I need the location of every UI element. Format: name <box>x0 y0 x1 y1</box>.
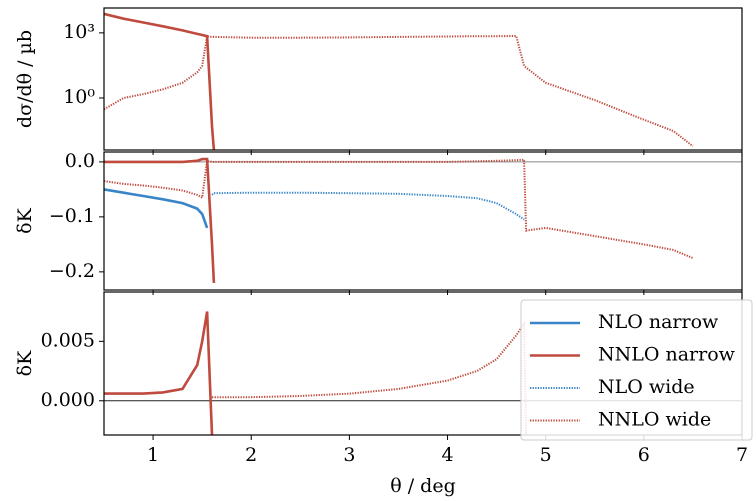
series-line <box>104 34 694 147</box>
y-tick-label: 0.0 <box>65 150 95 172</box>
x-axis-label: θ / deg <box>390 475 456 497</box>
legend-label: NLO wide <box>598 376 695 398</box>
x-tick-label: 1 <box>147 444 159 466</box>
y-tick-label: 0.005 <box>41 329 95 351</box>
y-tick-label: −0.2 <box>49 260 95 282</box>
x-tick-label: 6 <box>638 444 650 466</box>
series-line <box>104 12 216 150</box>
y-axis-label: δK <box>14 350 36 376</box>
legend-label: NLO narrow <box>598 311 719 333</box>
y-axis-label: δK <box>14 207 36 233</box>
y-tick-label: 0.000 <box>41 389 95 411</box>
x-tick-label: 2 <box>245 444 257 466</box>
x-tick-label: 3 <box>343 444 355 466</box>
series-line <box>104 188 209 229</box>
panel-frame <box>103 7 743 151</box>
series-line <box>104 157 216 283</box>
y-axis-label: dσ/dθ / µb <box>14 30 36 128</box>
x-tick-label: 4 <box>441 444 453 466</box>
y-tick-label: 10⁰ <box>63 86 95 108</box>
plot-area <box>104 157 694 283</box>
legend-label: NNLO narrow <box>598 344 736 366</box>
series-line <box>104 158 694 260</box>
series-line <box>104 311 214 435</box>
legend-label: NNLO wide <box>598 409 711 431</box>
x-tick-label: 7 <box>736 444 748 466</box>
legend-box <box>520 299 753 441</box>
legend: NLO narrow NNLO narrow NLO wide NNLO wide <box>520 299 753 441</box>
plot-area <box>104 12 694 150</box>
y-tick-label: 10³ <box>63 21 95 43</box>
y-tick-label: −0.1 <box>49 205 95 227</box>
series-line <box>212 320 528 435</box>
panel-frame <box>103 151 743 291</box>
series-line <box>211 191 525 221</box>
x-tick-label: 5 <box>540 444 552 466</box>
plot-area <box>104 311 528 435</box>
